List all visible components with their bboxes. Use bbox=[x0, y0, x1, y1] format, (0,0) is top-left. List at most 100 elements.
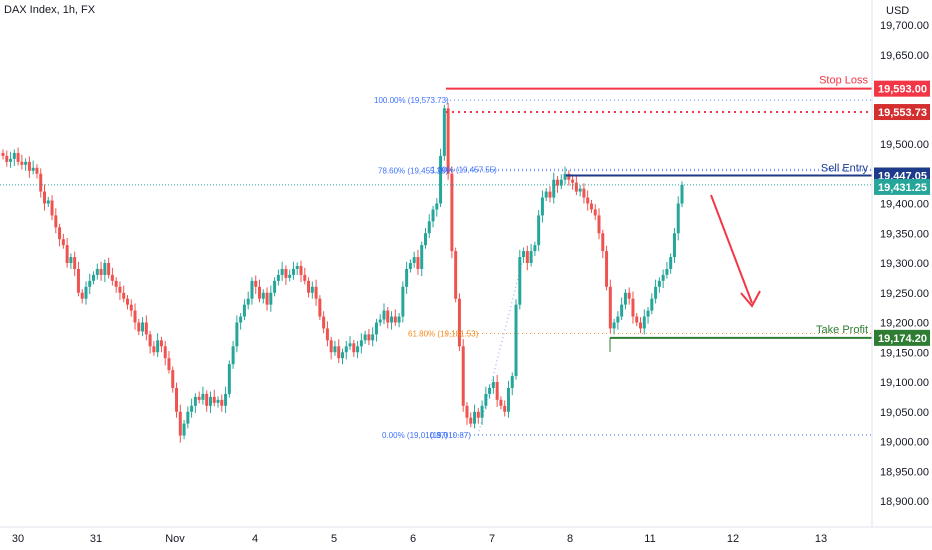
symbol-title[interactable]: DAX Index, 1h, FX bbox=[4, 4, 96, 16]
candle-body bbox=[322, 316, 326, 329]
candle-body bbox=[495, 382, 499, 400]
candle-body bbox=[12, 152, 16, 159]
candle-body bbox=[620, 304, 624, 317]
candle-body bbox=[227, 364, 231, 394]
candle-body bbox=[110, 274, 114, 281]
candle-body bbox=[284, 268, 288, 278]
candle-body bbox=[20, 161, 24, 165]
take-profit-price-tag: 19,174.20 bbox=[874, 329, 930, 346]
x-tick-label: 4 bbox=[252, 533, 258, 545]
fib-trend-line bbox=[477, 262, 523, 436]
candle-body bbox=[371, 334, 375, 341]
candle-body bbox=[646, 310, 650, 317]
candle-body bbox=[635, 316, 639, 323]
y-tick-label: 19,050.00 bbox=[880, 407, 929, 419]
candle-body bbox=[408, 263, 412, 269]
candle-body bbox=[212, 396, 216, 403]
candle-body bbox=[344, 346, 348, 353]
candle-body bbox=[318, 298, 322, 317]
candle-body bbox=[303, 274, 307, 281]
y-tick-label: 19,150.00 bbox=[880, 347, 929, 359]
candle-body bbox=[141, 322, 145, 332]
candle-body bbox=[529, 251, 533, 263]
candle-body bbox=[672, 233, 676, 258]
candle-body bbox=[571, 179, 575, 183]
candle-body bbox=[144, 322, 148, 335]
candle-body bbox=[314, 286, 318, 299]
candle-body bbox=[525, 251, 529, 263]
x-tick-label: 13 bbox=[815, 533, 827, 545]
candle-body bbox=[42, 191, 46, 204]
candle-body bbox=[39, 173, 43, 192]
price-tag-text: 19,431.25 bbox=[878, 182, 927, 194]
candle-body bbox=[680, 184, 684, 204]
candle-body bbox=[616, 316, 620, 323]
candle-body bbox=[627, 292, 631, 299]
candle-body bbox=[405, 268, 409, 287]
candle-body bbox=[597, 215, 601, 234]
candle-body bbox=[367, 334, 371, 341]
candle-body bbox=[231, 346, 235, 365]
candle-body bbox=[386, 310, 390, 323]
candle-body bbox=[657, 280, 661, 287]
arrow-head bbox=[740, 290, 761, 308]
candle-body bbox=[325, 328, 329, 341]
candle-body bbox=[31, 167, 35, 171]
y-tick-label: 19,650.00 bbox=[880, 50, 929, 62]
y-tick-label: 19,400.00 bbox=[880, 199, 929, 211]
candle-body bbox=[359, 340, 363, 347]
candle-body bbox=[27, 161, 31, 171]
candle-body bbox=[61, 239, 65, 246]
candle-body bbox=[473, 411, 477, 424]
candle-body bbox=[420, 245, 424, 269]
candle-body bbox=[669, 257, 673, 269]
candle-body bbox=[431, 209, 435, 222]
candle-body bbox=[280, 268, 284, 275]
candle-body bbox=[250, 280, 254, 299]
candle-body bbox=[137, 322, 141, 332]
candle-body bbox=[423, 233, 427, 246]
candle-body bbox=[465, 405, 469, 418]
currency-button[interactable]: USD bbox=[886, 5, 910, 17]
x-tick-label: 6 bbox=[410, 533, 416, 545]
x-tick-label: 7 bbox=[489, 533, 495, 545]
y-tick-label: 19,200.00 bbox=[880, 318, 929, 330]
candle-body bbox=[299, 265, 303, 275]
candle-body bbox=[35, 167, 39, 174]
candle-body bbox=[118, 286, 122, 293]
stop-loss-label: Stop Loss bbox=[819, 75, 868, 87]
candle-body bbox=[676, 203, 680, 234]
candle-body bbox=[122, 292, 126, 299]
candle-body bbox=[73, 257, 77, 269]
candle-body bbox=[76, 268, 80, 293]
candle-body bbox=[159, 340, 163, 347]
candle-body bbox=[16, 152, 20, 162]
candle-body bbox=[107, 263, 111, 275]
candle-body bbox=[401, 286, 405, 317]
candle-body bbox=[608, 286, 612, 329]
candle-body bbox=[190, 405, 194, 412]
candle-body bbox=[522, 251, 526, 258]
y-tick-label: 19,250.00 bbox=[880, 288, 929, 300]
candle-body bbox=[488, 387, 492, 394]
y-tick-label: 19,100.00 bbox=[880, 377, 929, 389]
candle-body bbox=[506, 387, 510, 412]
candle-body bbox=[578, 188, 582, 192]
candle-body bbox=[537, 215, 541, 246]
candle-body bbox=[276, 274, 280, 281]
candle-body bbox=[650, 298, 654, 311]
candle-body bbox=[540, 197, 544, 216]
x-tick-label: 11 bbox=[644, 533, 655, 545]
candle-body bbox=[208, 396, 212, 406]
candle-body bbox=[1, 152, 5, 156]
candle-body bbox=[242, 304, 246, 317]
price-tag-bg bbox=[874, 178, 930, 195]
candle-body bbox=[510, 376, 514, 388]
candle-body bbox=[295, 265, 299, 269]
x-tick-label: 5 bbox=[331, 533, 337, 545]
candle-body bbox=[518, 257, 522, 305]
candle-body bbox=[152, 346, 156, 353]
arrow-shaft bbox=[710, 194, 753, 304]
stop-level-price-tag: 19,553.73 bbox=[874, 104, 930, 121]
